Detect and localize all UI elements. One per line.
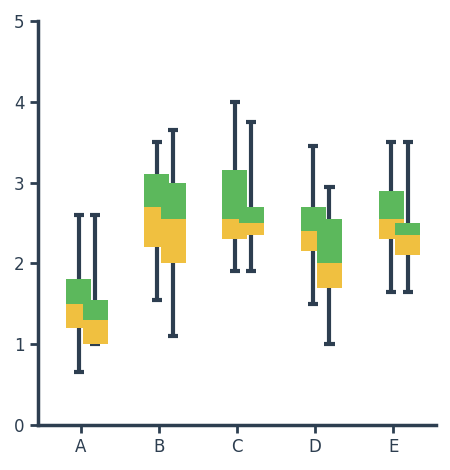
Bar — [66, 280, 91, 304]
Bar — [239, 207, 264, 223]
Bar — [301, 231, 325, 251]
Bar — [301, 207, 325, 231]
Bar — [395, 235, 420, 255]
Bar — [379, 219, 404, 239]
Bar — [144, 174, 169, 207]
Bar — [144, 207, 169, 247]
Bar — [379, 190, 404, 219]
Bar — [83, 300, 108, 320]
Bar — [239, 223, 264, 235]
Bar — [161, 219, 186, 263]
Bar — [83, 320, 108, 344]
Bar — [161, 182, 186, 219]
Bar — [66, 304, 91, 328]
Bar — [222, 219, 248, 239]
Bar — [317, 219, 342, 263]
Bar — [317, 263, 342, 288]
Bar — [395, 223, 420, 235]
Bar — [222, 171, 248, 219]
